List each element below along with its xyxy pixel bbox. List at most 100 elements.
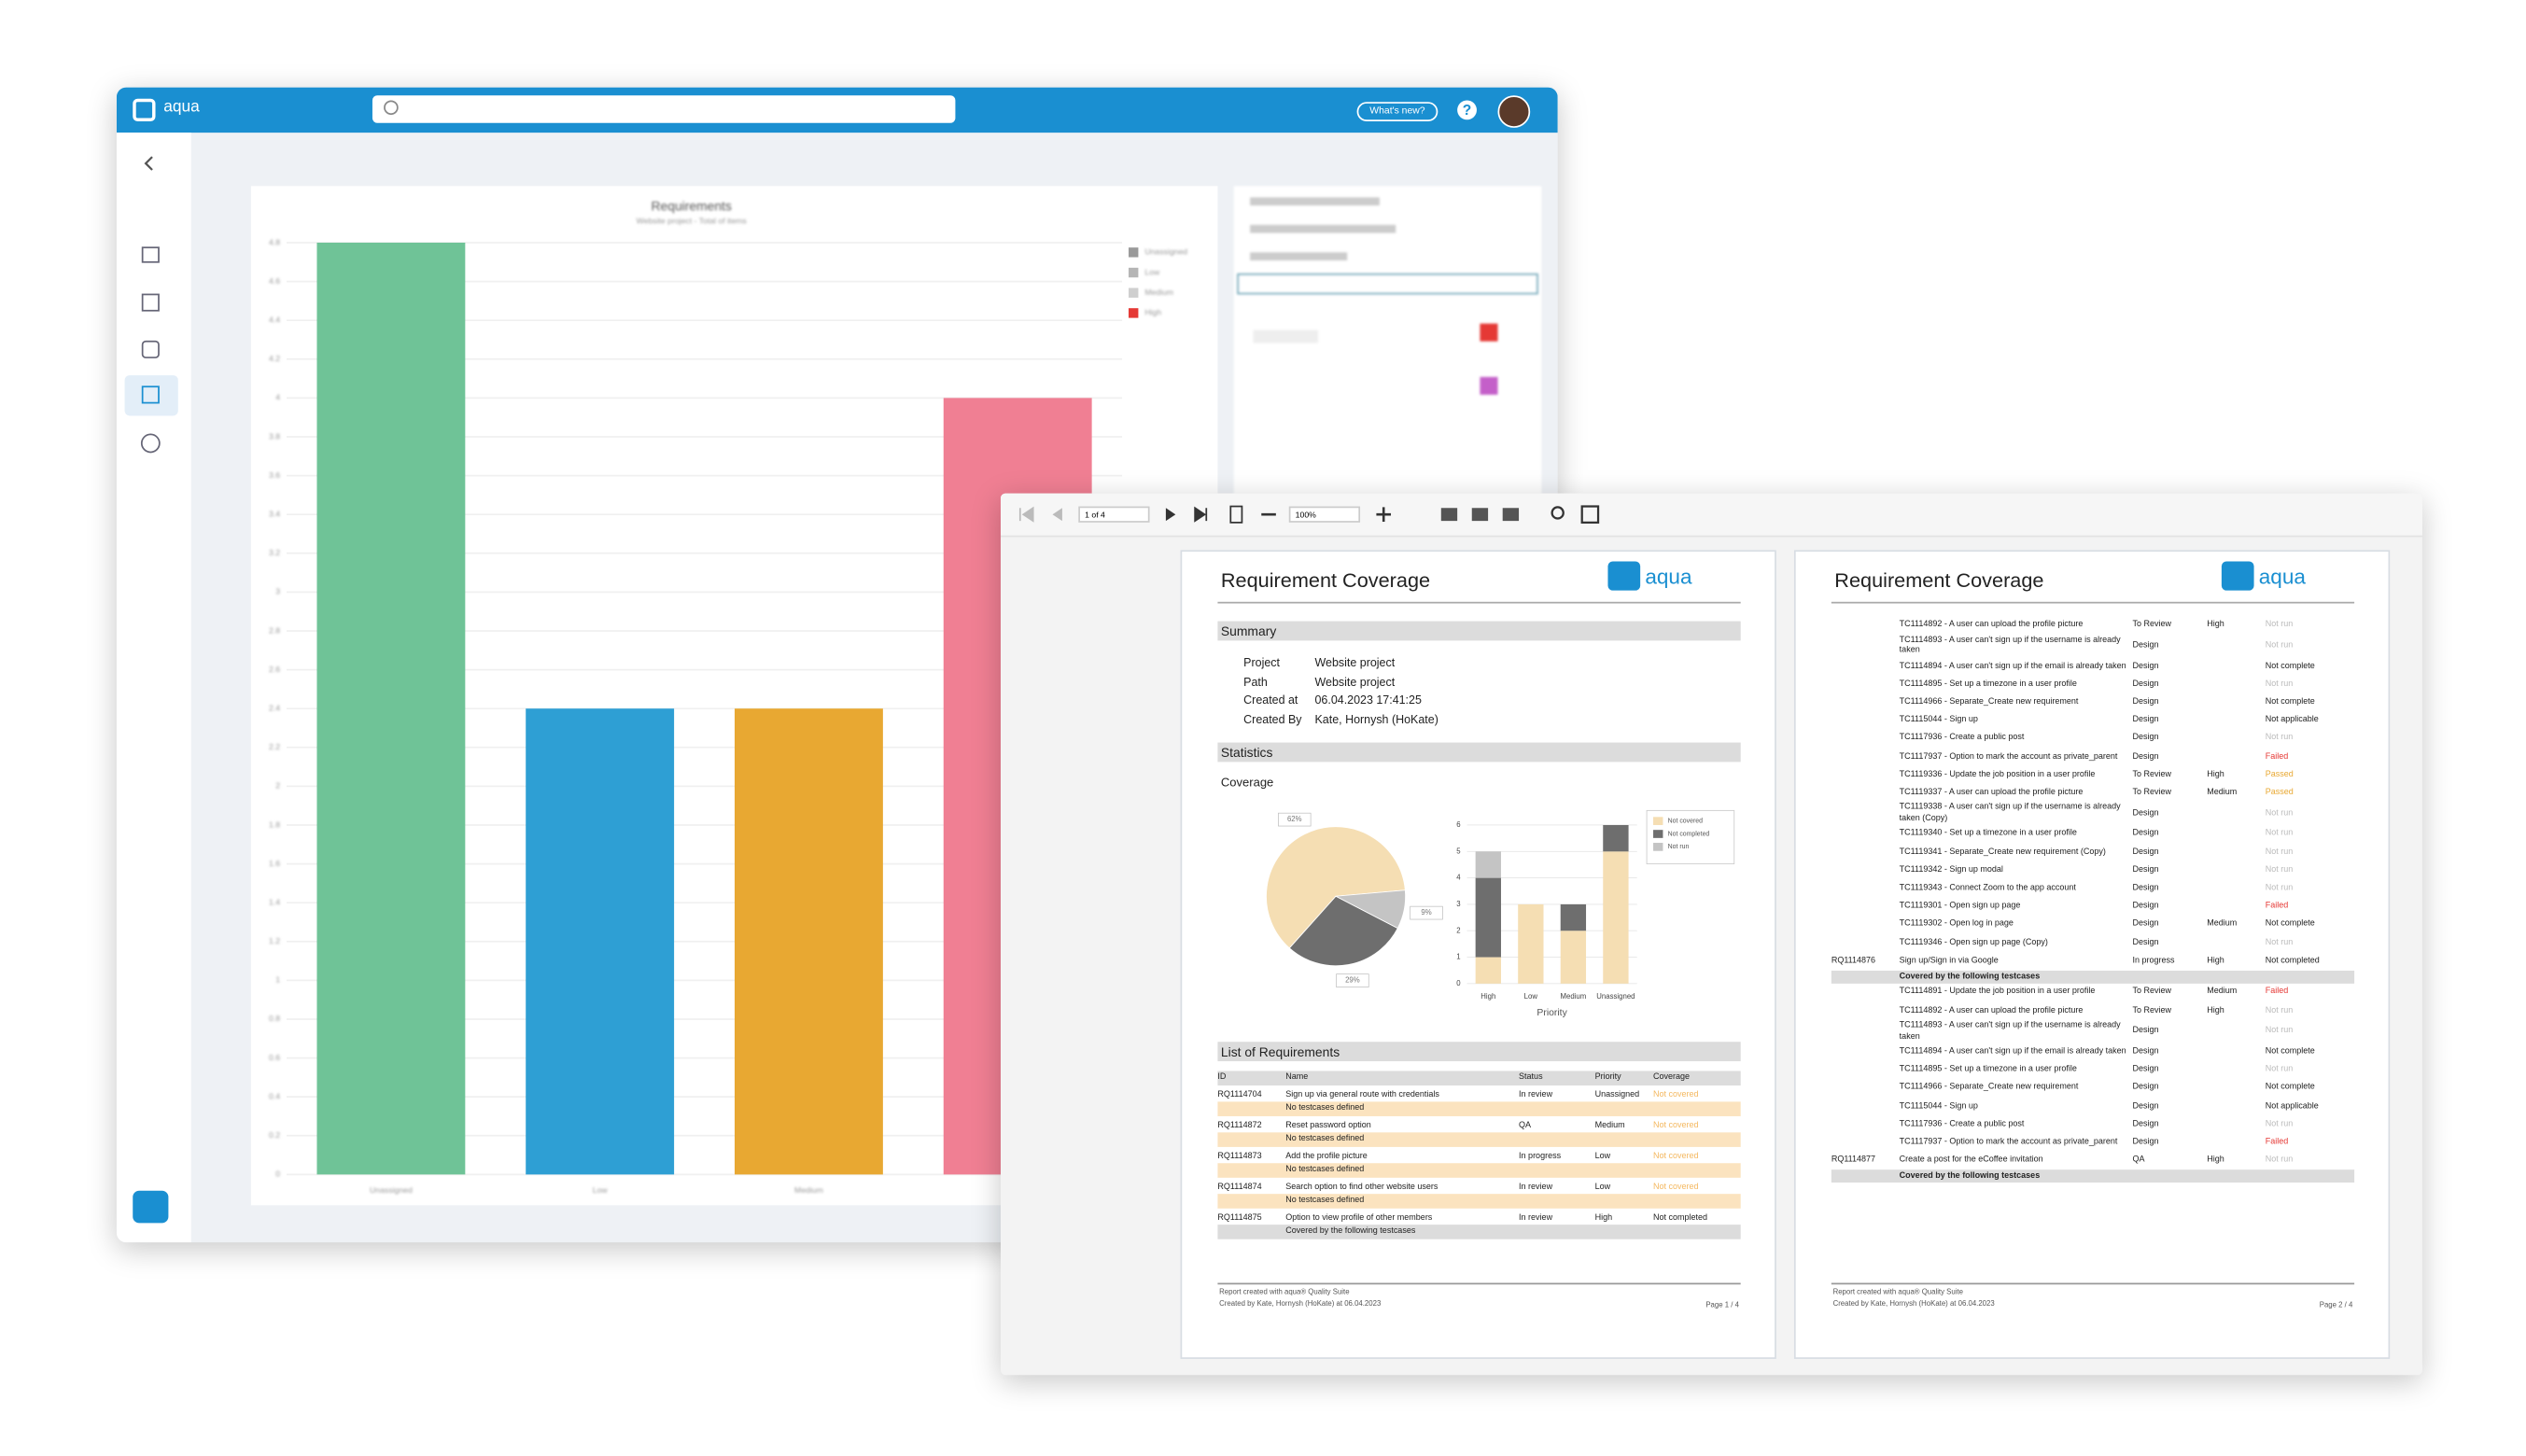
cell-result: Passed [2265, 788, 2294, 798]
search[interactable] [1551, 506, 1565, 520]
summary-key: Path [1243, 673, 1268, 689]
help[interactable]: ? [1457, 100, 1477, 120]
cell-name: TC1115044 - Sign up [1899, 1100, 1978, 1111]
testcase-row: TC1114966 - Separate_Create new requirem… [1831, 1079, 2354, 1097]
x-tick-label: Low [1524, 992, 1538, 1001]
requirements-table: ID Name Status Priority Coverage RQ1114704 Sig… [1217, 1071, 1741, 1239]
export[interactable] [1471, 508, 1489, 522]
slice-label: 9% [1421, 908, 1431, 917]
cell-status: In progress [2132, 955, 2175, 966]
column-header: Priority [1594, 1072, 1621, 1083]
cell-status: To Review [2132, 769, 2171, 780]
testcase-row: TC1114895 - Set up a timezone in a user … [1831, 1061, 2354, 1079]
cell-id: RQ1114874 [1217, 1182, 1262, 1192]
search-box[interactable] [372, 95, 956, 123]
back-arrow[interactable] [144, 156, 153, 171]
cell-coverage: Not completed [1653, 1212, 1708, 1223]
page-selector[interactable]: 1 of 4 [1078, 506, 1150, 523]
cell-status: Design [2132, 1100, 2159, 1111]
cell-id: RQ1114876 [1831, 955, 1876, 966]
prev-page[interactable] [1052, 508, 1062, 522]
group-note: Covered by the following testcases [1831, 1169, 2355, 1183]
chart-subtitle: Website project - Total of items [637, 217, 748, 226]
y-tick-label: 4.2 [269, 354, 280, 363]
summary-key: Created By [1243, 710, 1302, 726]
save[interactable] [1502, 508, 1520, 522]
cell-name: Add the profile picture [1285, 1151, 1368, 1161]
cell-status: Design [2132, 829, 2159, 839]
testcase-row: TC1114893 - A user can't sign up if the … [1831, 1020, 2354, 1043]
next-page[interactable] [1165, 508, 1176, 522]
summary-row: Created By Kate, Hornysh (HoKate) [1243, 709, 1438, 728]
zoom-in[interactable] [1376, 507, 1392, 522]
y-tick-label: 4 [1456, 874, 1461, 882]
y-tick-label: 3.2 [269, 548, 280, 557]
nav-reports[interactable] [141, 385, 160, 404]
cell-status: In review [1519, 1089, 1553, 1099]
cell-name: TC1115044 - Sign up [1899, 715, 1978, 726]
pie-slice [1334, 889, 1407, 930]
zoom-selector[interactable]: 100% [1288, 506, 1361, 523]
fullscreen[interactable] [1580, 505, 1600, 524]
logo-icon [133, 98, 156, 121]
cell-priority: High [2207, 620, 2224, 630]
legend-swatch [1129, 267, 1139, 278]
logo-text: aqua [1645, 564, 1692, 589]
print[interactable] [1440, 508, 1458, 522]
cell-name: Create a post for the eCoffee invitation [1899, 1155, 2043, 1166]
y-tick-label: 0.6 [269, 1053, 280, 1062]
cell-result: Not run [2265, 1155, 2294, 1166]
y-tick-label: 4.6 [269, 276, 280, 286]
section-heading: Summary [1217, 621, 1741, 641]
legend-swatch [1129, 287, 1139, 298]
nav-tests[interactable] [141, 340, 160, 358]
cell-result: Not run [2265, 847, 2294, 857]
nav-reports-active[interactable] [124, 375, 178, 416]
avatar[interactable] [1497, 95, 1531, 128]
summary-value: Website project [1314, 654, 1396, 670]
slice-label: 62% [1287, 815, 1302, 823]
y-tick-label: 2.2 [269, 742, 280, 751]
testcase-row: TC1119338 - A user can't sign up if the … [1831, 803, 2354, 826]
testcase-row: TC1115044 - Sign up Design Not applicable [1831, 712, 2354, 730]
cell-status: To Review [2132, 1005, 2171, 1015]
table-row: RQ1114872 Reset password option QA Medium No… [1217, 1119, 1740, 1133]
cell-priority: Medium [1594, 1120, 1625, 1130]
chart-title: Requirements [652, 199, 732, 214]
cell-result: Not complete [2265, 661, 2315, 671]
page-icon[interactable] [1229, 505, 1243, 524]
toolbar [1000, 493, 2422, 538]
cell-priority: Medium [2207, 788, 2238, 798]
pie-slice [1266, 826, 1406, 949]
summary-value: 06.04.2023 17:41:25 [1314, 692, 1422, 707]
cell-status: In review [1519, 1212, 1553, 1223]
cell-name: TC1114966 - Separate_Create new requirem… [1899, 697, 2079, 707]
nav-map[interactable] [141, 293, 160, 312]
first-page[interactable] [1018, 506, 1034, 523]
testcase-row: TC1119343 - Connect Zoom to the app acco… [1831, 879, 2354, 897]
y-tick-label: 1.2 [269, 936, 280, 945]
cell-status: Design [2132, 864, 2159, 875]
cell-status: Design [2132, 1137, 2159, 1147]
cell-name: TC1119346 - Open sign up page (Copy) [1899, 937, 2048, 947]
bar-segment [1518, 903, 1544, 984]
legend-label: Medium [1144, 287, 1173, 297]
y-tick-label: 1.8 [269, 819, 280, 829]
y-tick-label: 4 [275, 393, 280, 402]
cell-name: TC1119301 - Open sign up page [1899, 901, 2021, 912]
legend-swatch [1653, 830, 1663, 838]
nav-home[interactable] [141, 246, 160, 263]
cell-name: TC1119302 - Open log in page [1899, 919, 2014, 930]
cell-result: Failed [2265, 1137, 2289, 1147]
row-note: No testcases defined [1217, 1101, 1741, 1116]
last-page[interactable] [1194, 506, 1208, 523]
whats-new[interactable]: What's new? [1356, 102, 1438, 121]
y-tick-label: 1.6 [269, 859, 280, 868]
y-tick-label: 2.8 [269, 625, 280, 635]
nav-grid[interactable] [140, 433, 161, 454]
cell-priority: High [1594, 1212, 1613, 1223]
testcase-row: TC1114891 - Update the job position in a… [1831, 984, 2354, 1001]
coverage-heading: Coverage [1220, 775, 1274, 790]
cell-id: RQ1114875 [1217, 1212, 1262, 1223]
cell-status: In review [1519, 1182, 1553, 1192]
